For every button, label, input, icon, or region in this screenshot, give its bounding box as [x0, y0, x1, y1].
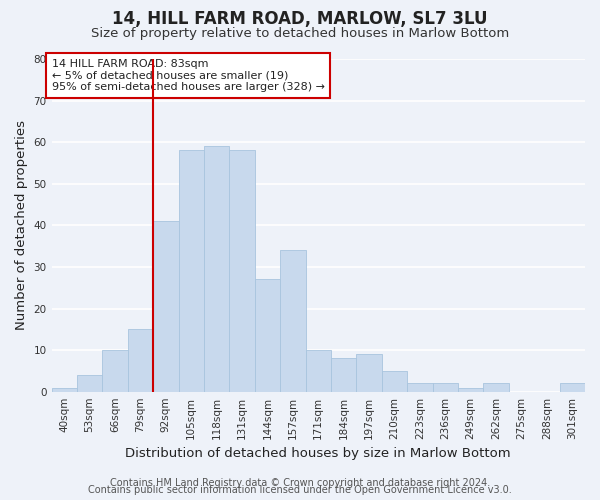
Bar	[433, 384, 458, 392]
Bar	[484, 384, 509, 392]
Bar	[103, 350, 128, 392]
Bar	[229, 150, 255, 392]
Bar	[77, 375, 103, 392]
Bar	[356, 354, 382, 392]
Bar	[305, 350, 331, 392]
Bar	[560, 384, 585, 392]
Bar	[382, 371, 407, 392]
Text: 14 HILL FARM ROAD: 83sqm
← 5% of detached houses are smaller (19)
95% of semi-de: 14 HILL FARM ROAD: 83sqm ← 5% of detache…	[52, 59, 325, 92]
Bar	[255, 280, 280, 392]
Text: Size of property relative to detached houses in Marlow Bottom: Size of property relative to detached ho…	[91, 28, 509, 40]
X-axis label: Distribution of detached houses by size in Marlow Bottom: Distribution of detached houses by size …	[125, 447, 511, 460]
Bar	[331, 358, 356, 392]
Bar	[153, 221, 179, 392]
Bar	[458, 388, 484, 392]
Bar	[204, 146, 229, 392]
Bar	[128, 330, 153, 392]
Text: Contains HM Land Registry data © Crown copyright and database right 2024.: Contains HM Land Registry data © Crown c…	[110, 478, 490, 488]
Y-axis label: Number of detached properties: Number of detached properties	[15, 120, 28, 330]
Bar	[179, 150, 204, 392]
Bar	[280, 250, 305, 392]
Text: Contains public sector information licensed under the Open Government Licence v3: Contains public sector information licen…	[88, 485, 512, 495]
Bar	[52, 388, 77, 392]
Bar	[407, 384, 433, 392]
Text: 14, HILL FARM ROAD, MARLOW, SL7 3LU: 14, HILL FARM ROAD, MARLOW, SL7 3LU	[112, 10, 488, 28]
